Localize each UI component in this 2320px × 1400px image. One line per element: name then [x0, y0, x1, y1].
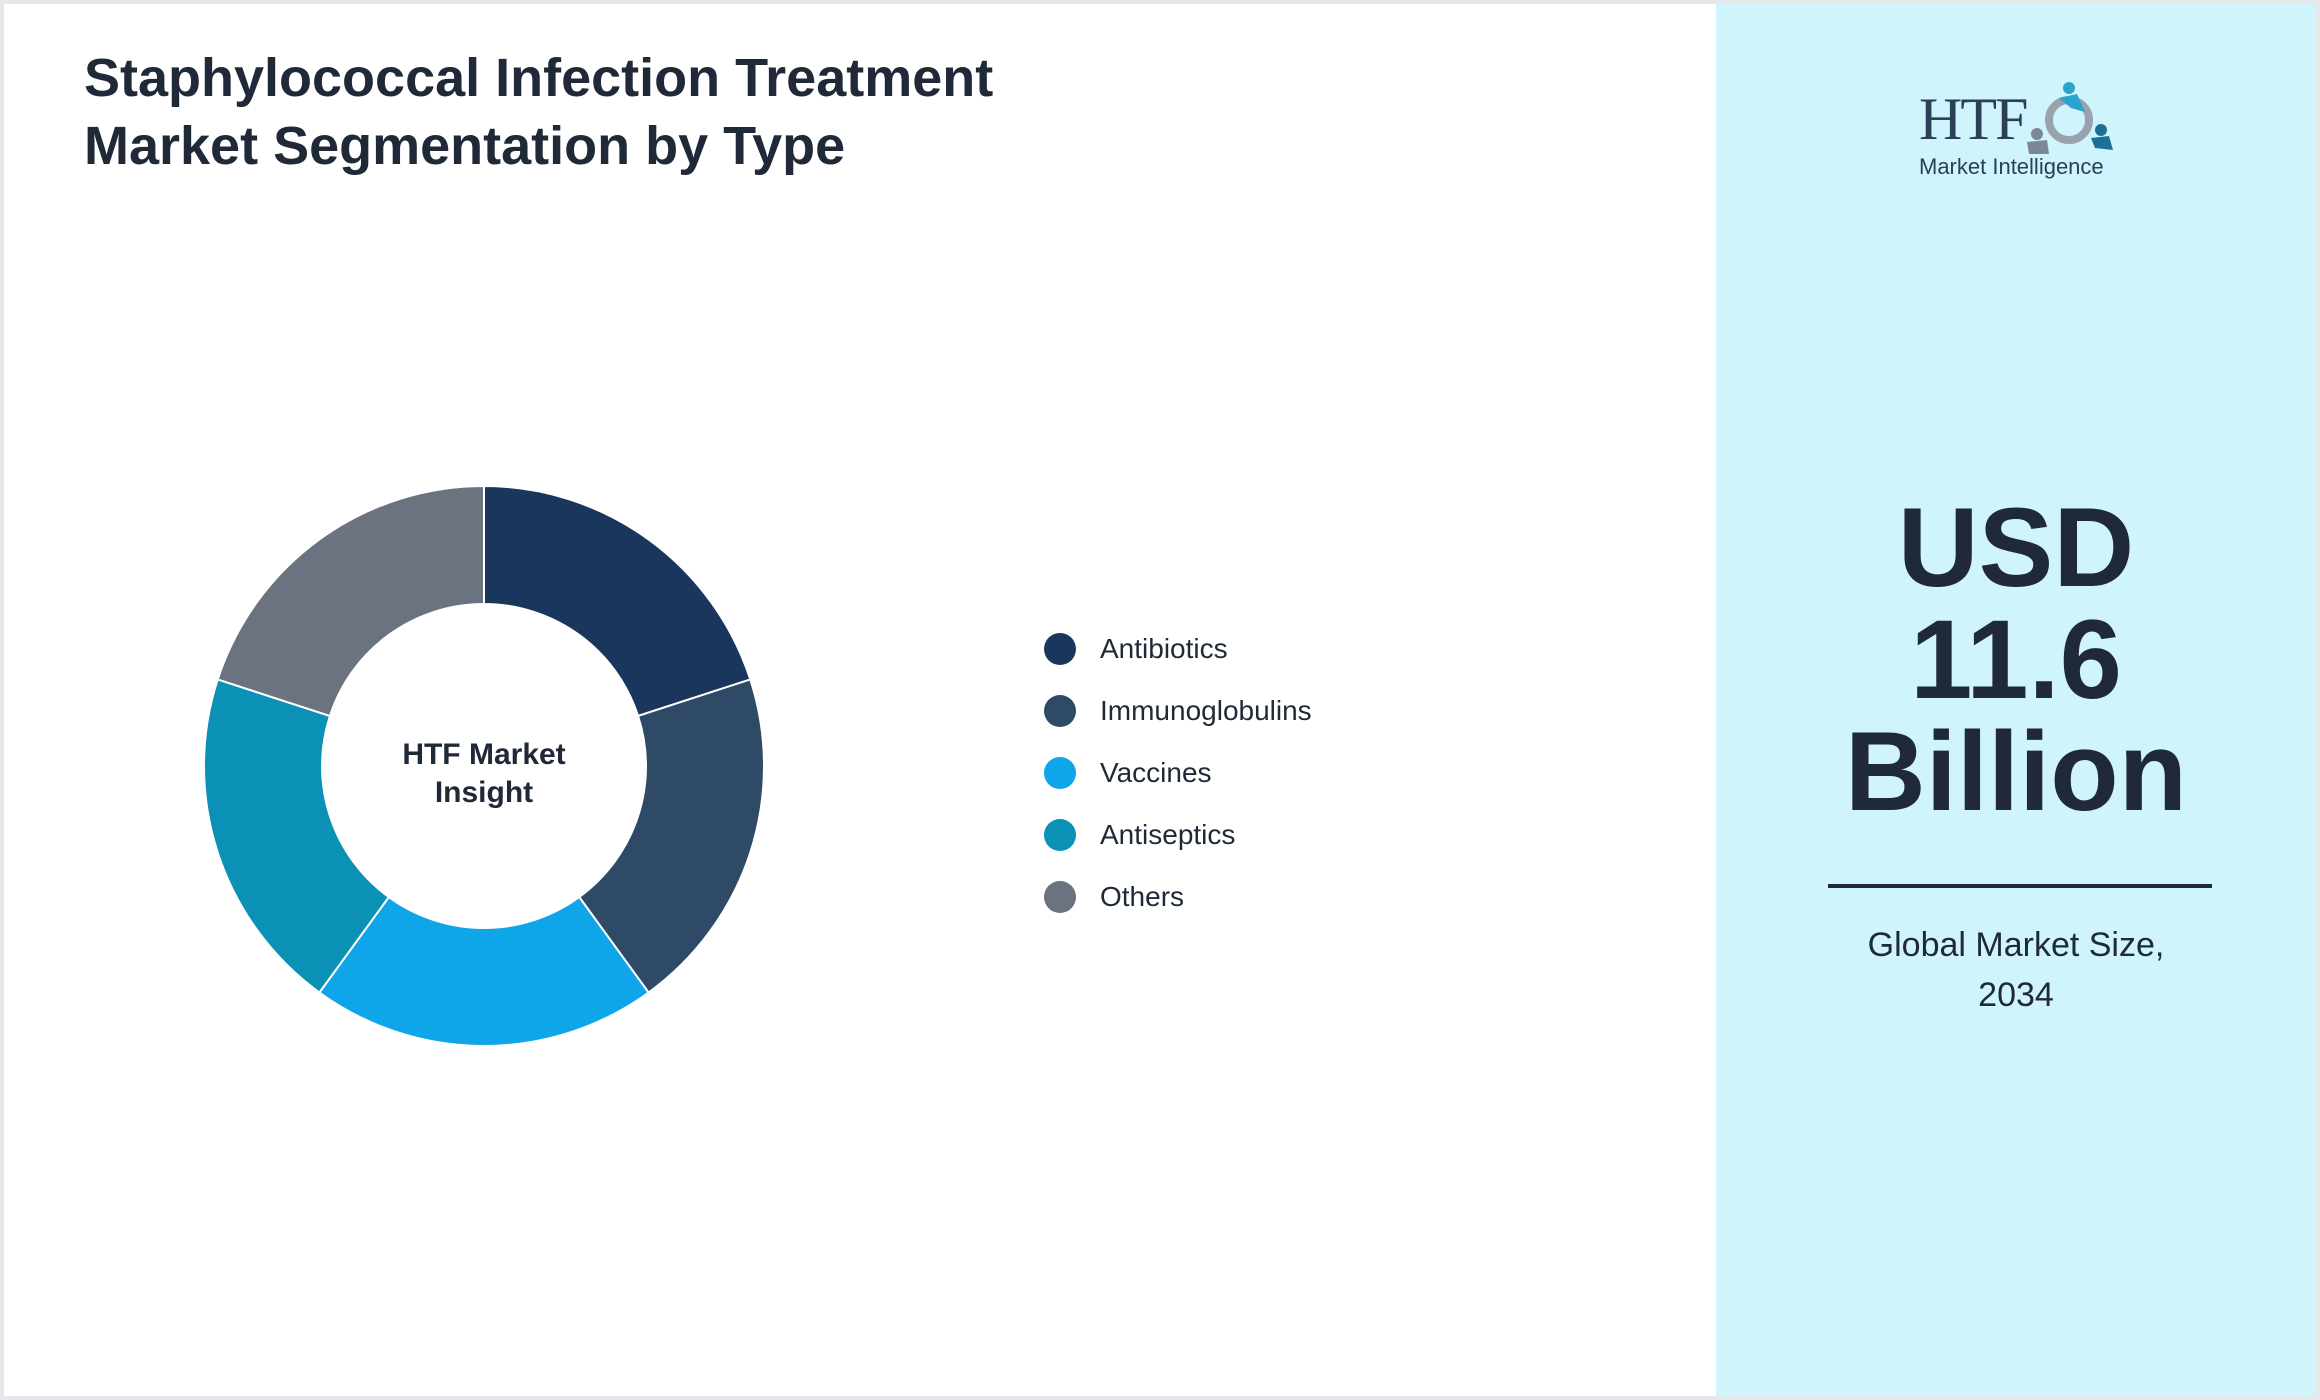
legend-label: Others: [1100, 881, 1185, 912]
market-size-value: USD 11.6 Billion: [1716, 492, 2316, 828]
divider-line: [1828, 884, 2212, 888]
logo-tagline: Market Intelligence: [1919, 154, 2104, 179]
center-label-line-2: Insight: [435, 776, 533, 809]
donut-slice-antibiotics: [483, 484, 752, 718]
donut-slice-others: [216, 484, 485, 718]
donut-slice-immunoglobulins: [577, 678, 765, 994]
legend-label: Antiseptics: [1100, 819, 1236, 850]
logo-wordmark: HTF: [1919, 86, 2028, 152]
legend-item-others: Others: [1044, 866, 1312, 928]
legend-label: Vaccines: [1100, 757, 1212, 788]
page-frame: Staphylococcal Infection Treatment Marke…: [4, 4, 2316, 1396]
legend-item-antibiotics: Antibiotics: [1044, 618, 1312, 680]
market-size-panel: HTF Market Intelligence USD 11.6 Billion…: [1716, 4, 2316, 1396]
caption-line-2: 2034: [1978, 976, 2054, 1014]
chart-legend: Antibiotics Immunoglobulins Vaccines Antise…: [1044, 618, 1312, 928]
donut-chart: HTF Market Insight: [203, 484, 765, 1048]
market-size-caption: Global Market Size, 2034: [1816, 920, 2216, 1020]
logo-figures-icon: [2027, 82, 2113, 154]
legend-swatch: [1044, 633, 1076, 665]
market-size-amount: 11.6: [1910, 597, 2122, 722]
market-size-unit: Billion: [1844, 709, 2188, 834]
htf-logo: HTF Market Intelligence: [1919, 78, 2119, 188]
center-label-line-1: HTF Market: [402, 738, 565, 771]
legend-swatch: [1044, 695, 1076, 727]
market-size-currency: USD: [1897, 485, 2135, 610]
legend-swatch: [1044, 757, 1076, 789]
legend-label: Immunoglobulins: [1100, 695, 1312, 726]
legend-swatch: [1044, 881, 1076, 913]
chart-panel: Staphylococcal Infection Treatment Marke…: [4, 4, 1716, 1396]
legend-item-antiseptics: Antiseptics: [1044, 804, 1312, 866]
legend-label: Antibiotics: [1100, 633, 1228, 664]
caption-line-1: Global Market Size,: [1867, 926, 2165, 964]
legend-item-immunoglobulins: Immunoglobulins: [1044, 680, 1312, 742]
legend-swatch: [1044, 819, 1076, 851]
legend-item-vaccines: Vaccines: [1044, 742, 1312, 804]
donut-slice-antiseptics: [203, 678, 391, 994]
chart-title: Staphylococcal Infection Treatment Marke…: [84, 48, 994, 176]
donut-slice-vaccines: [318, 895, 650, 1048]
